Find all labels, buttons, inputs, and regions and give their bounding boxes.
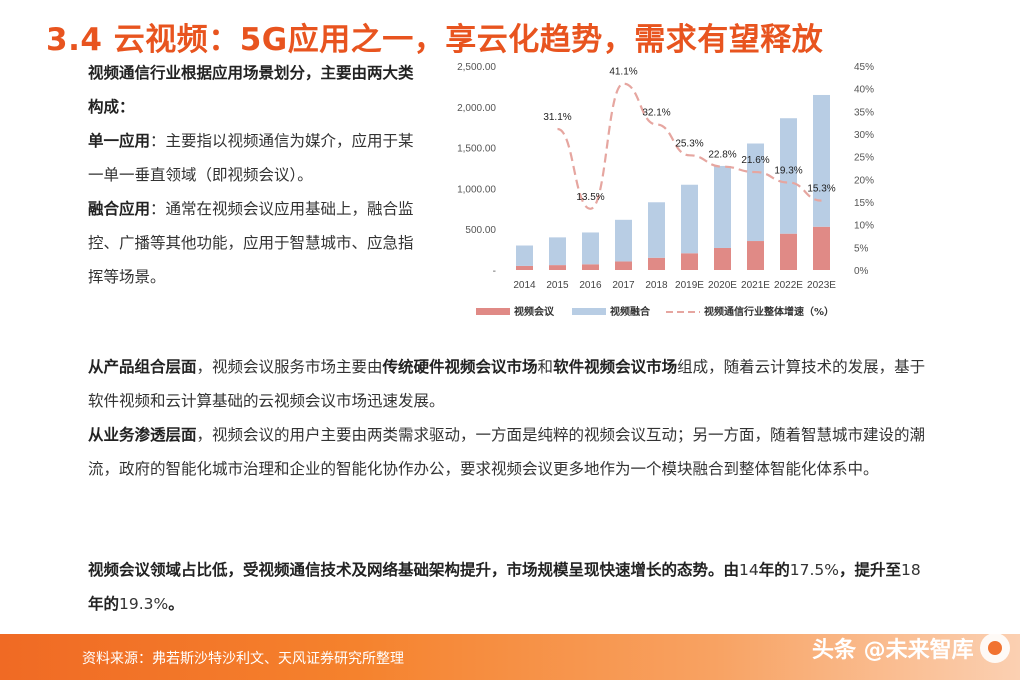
y-left-tick-label: - [493,266,496,277]
conclusion-paragraph: 视频会议领域占比低，受视频通信技术及网络基础架构提升，市场规模呈现快速增长的态势… [88,553,928,621]
y-right-tick-label: 25% [854,153,874,164]
bar-video-fusion [780,118,797,234]
y-right-tick-label: 20% [854,175,874,186]
para3-bold-3: ，提升至 [839,561,902,579]
growth-rate-label: 22.8% [708,150,736,161]
y-left-tick-label: 2,500.00 [457,62,496,73]
x-tick-label: 2022E [774,280,803,291]
para3-num-1: 14 [739,561,759,579]
bar-video-fusion [549,237,566,266]
x-tick-label: 2018 [645,280,668,291]
bar-video-conference [549,265,566,270]
legend-swatch-conference [476,308,510,315]
para3-bold-5: 。 [168,595,184,613]
para3-bold-4: 年的 [88,595,120,613]
bar-video-fusion [681,184,698,254]
x-tick-label: 2023E [807,280,836,291]
watermark-text: 头条 @未来智库 [812,638,974,663]
bar-video-conference [516,265,533,270]
bar-video-conference [714,247,731,270]
business-paragraph: 从业务渗透层面，视频会议的用户主要由两类需求驱动，一方面是纯粹的视频会议互动；另… [88,418,928,486]
para2-bold-1: 从业务渗透层面 [88,426,197,444]
bar-video-conference [780,233,797,270]
y-left-tick-label: 2,000.00 [457,103,496,114]
fusion-app-text: ：通常在视频会议应用基础上，融合监控、广播等其他功能，应用于智慧城市、应急指挥等… [88,200,414,286]
application-description: 视频通信行业根据应用场景划分，主要由两大类构成： 单一应用：主要指以视频通信为媒… [88,56,428,294]
para1-bold-3: 软件视频会议市场 [553,358,678,376]
y-right-tick-label: 0% [854,266,869,277]
para1-text-3: 组成，随着云计算技术的发展，基于软件视频和云计算基础的云视频会议市场迅速发展。 [88,358,926,410]
para1-text-2: 和 [537,358,554,376]
growth-rate-label: 21.6% [741,155,769,166]
y-left-tick-label: 1,500.00 [457,144,496,155]
intro-text: 视频通信行业根据应用场景划分，主要由两大类构成： [88,64,414,116]
legend-label-fusion: 视频融合 [610,305,651,318]
para1-bold-1: 从产品组合层面 [88,358,197,376]
fusion-app-label: 融合应用 [88,200,151,218]
watermark: 头条 @未来智库 [812,632,1010,664]
para3-bold-2: 年的 [758,561,790,579]
x-tick-label: 2016 [579,280,602,291]
bar-video-fusion [714,165,731,248]
page-title: 3.4 云视频：5G应用之一，享云化趋势，需求有望释放 [46,22,824,58]
bar-video-fusion [582,232,599,265]
growth-rate-label: 25.3% [675,138,703,149]
y-right-tick-label: 10% [854,221,874,232]
para2-text-1: ，视频会议的用户主要由两类需求驱动，一方面是纯粹的视频会议互动；另一方面，随着智… [88,426,926,478]
y-right-tick-label: 40% [854,85,874,96]
growth-rate-label: 15.3% [807,184,835,195]
source-note: 资料来源：弗若斯沙特沙利文、天风证券研究所整理 [82,651,404,667]
footer-bar [0,634,1020,680]
x-tick-label: 2020E [708,280,737,291]
legend-label-conference: 视频会议 [514,305,555,318]
para3-num-4: 19.3% [119,595,169,613]
growth-rate-label: 19.3% [774,166,802,177]
y-right-tick-label: 5% [854,243,869,254]
y-left-tick-label: 1,000.00 [457,184,496,195]
x-tick-label: 2021E [741,280,770,291]
growth-rate-line [557,82,822,210]
legend-label-growth: 视频通信行业整体增速（%） [704,305,834,318]
watermark-logo-icon [979,633,1010,663]
growth-rate-label: 31.1% [543,112,571,123]
bar-video-fusion [813,94,830,227]
para3-num-3: 18 [901,561,921,579]
y-left-tick-label: 500.00 [465,225,496,236]
x-tick-label: 2014 [513,280,536,291]
product-paragraph: 从产品组合层面，视频会议服务市场主要由传统硬件视频会议市场和软件视频会议市场组成… [88,350,928,418]
bar-video-fusion [615,219,632,262]
para3-num-2: 17.5% [789,561,840,579]
y-right-tick-label: 35% [854,107,874,118]
growth-rate-label: 41.1% [609,67,637,78]
growth-rate-label: 13.5% [576,192,604,203]
single-app-label: 单一应用 [88,132,151,150]
bar-video-conference [747,241,764,270]
bar-video-fusion [516,245,533,266]
y-right-tick-label: 15% [854,198,874,209]
y-right-tick-label: 45% [854,62,874,73]
para1-bold-2: 传统硬件视频会议市场 [382,358,538,376]
x-tick-label: 2017 [612,280,635,291]
x-tick-label: 2015 [546,280,569,291]
bar-video-conference [582,264,599,270]
bar-video-conference [648,257,665,270]
y-right-tick-label: 30% [854,130,874,141]
x-tick-label: 2019E [675,280,704,291]
market-chart: 2,500.00 2,000.00 1,500.00 1,000.00 500.00 - 4… [457,62,874,318]
legend-swatch-fusion [572,308,606,315]
bar-video-fusion [747,143,764,242]
bar-video-conference [681,253,698,270]
bar-video-conference [813,226,830,270]
para3-bold-1: 视频会议领域占比低，受视频通信技术及网络基础架构提升，市场规模呈现快速增长的态势… [88,561,740,579]
growth-rate-label: 32.1% [642,107,670,118]
bar-video-conference [615,261,632,270]
single-app-text: ：主要指以视频通信为媒介，应用于某一单一垂直领域（即视频会议）。 [88,132,414,184]
para1-text-1: ，视频会议服务市场主要由 [196,358,383,376]
bar-video-fusion [648,202,665,258]
